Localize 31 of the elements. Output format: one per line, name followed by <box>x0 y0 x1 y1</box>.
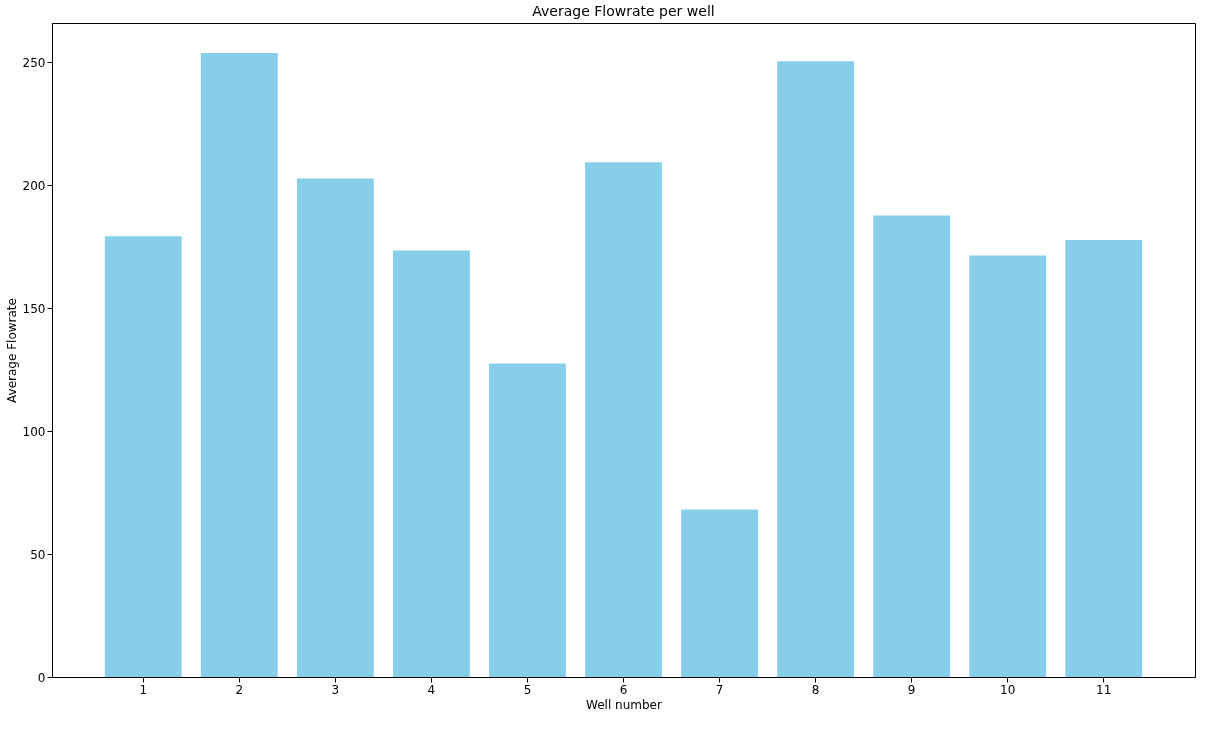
y-tick-label: 0 <box>37 670 46 685</box>
x-tick-label: 8 <box>811 682 820 697</box>
y-tick-label: 150 <box>22 301 46 316</box>
x-tick-label: 5 <box>523 682 532 697</box>
bar <box>489 363 566 677</box>
y-tick-label: 250 <box>22 55 46 70</box>
x-tick-label: 1 <box>139 682 148 697</box>
bar <box>1065 240 1143 677</box>
x-tick-label: 10 <box>1000 682 1016 697</box>
x-tick-label: 2 <box>235 682 244 697</box>
x-tick-label: 11 <box>1096 682 1112 697</box>
y-axis-title: Average Flowrate <box>4 298 19 403</box>
bar <box>296 178 374 677</box>
bar <box>969 255 1047 677</box>
x-tick-label: 9 <box>907 682 916 697</box>
bar <box>681 509 758 677</box>
x-tick-label: 6 <box>619 682 628 697</box>
x-tick-label: 4 <box>427 682 436 697</box>
bar <box>392 250 470 677</box>
y-tick-label: 200 <box>22 178 46 193</box>
chart-title: Average Flowrate per well <box>532 3 715 19</box>
x-tick-label: 3 <box>331 682 340 697</box>
bar <box>873 215 951 677</box>
bar <box>585 162 662 677</box>
y-tick-label: 50 <box>30 547 46 562</box>
x-axis-title: Well number <box>586 697 662 712</box>
bar <box>104 236 182 677</box>
bar <box>200 53 278 677</box>
y-tick-label: 100 <box>22 424 46 439</box>
bar <box>777 61 855 677</box>
x-tick-label: 7 <box>715 682 724 697</box>
